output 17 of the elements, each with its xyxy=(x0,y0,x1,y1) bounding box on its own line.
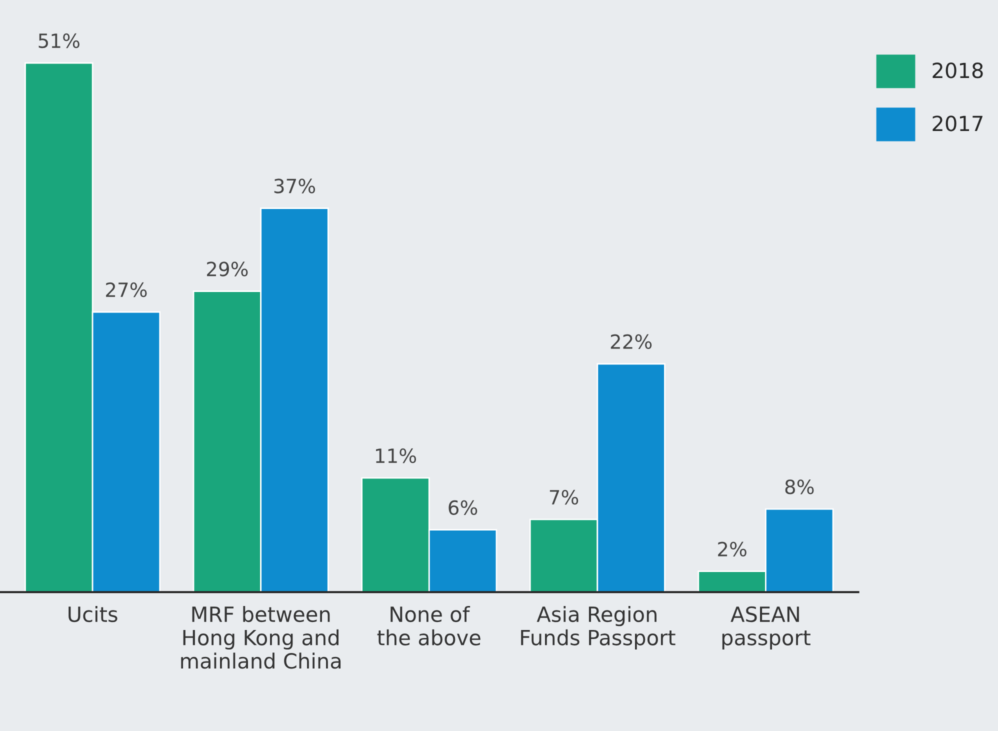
data-label: 22% xyxy=(610,334,652,349)
data-label: 29% xyxy=(207,262,248,276)
data-label: 2% xyxy=(718,542,746,556)
data-label: 37% xyxy=(274,178,316,194)
legend-label: 2017 xyxy=(932,116,982,132)
data-label: 51% xyxy=(38,33,80,48)
data-label: 6% xyxy=(448,500,478,515)
data-label: 8% xyxy=(785,480,814,494)
x-tick-label: MRF between Hong Kong and mainland China xyxy=(181,606,341,669)
data-label: 27% xyxy=(106,282,147,298)
x-tick-label: Asia Region Funds Passport xyxy=(521,606,676,650)
x-tick-label: Ucits xyxy=(68,606,118,622)
legend-label: 2018 xyxy=(932,62,983,78)
data-label: 11% xyxy=(376,448,416,464)
x-tick-label: None of the above xyxy=(377,606,480,646)
x-tick-label: ASEAN passport xyxy=(722,606,810,650)
data-label: 7% xyxy=(550,490,578,505)
